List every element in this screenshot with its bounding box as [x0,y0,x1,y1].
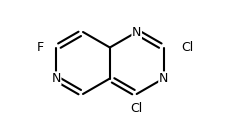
Text: Cl: Cl [130,102,142,115]
Text: Cl: Cl [181,41,193,54]
Text: N: N [131,26,141,39]
Text: F: F [37,41,44,54]
Text: N: N [158,72,167,85]
Text: N: N [51,72,61,85]
